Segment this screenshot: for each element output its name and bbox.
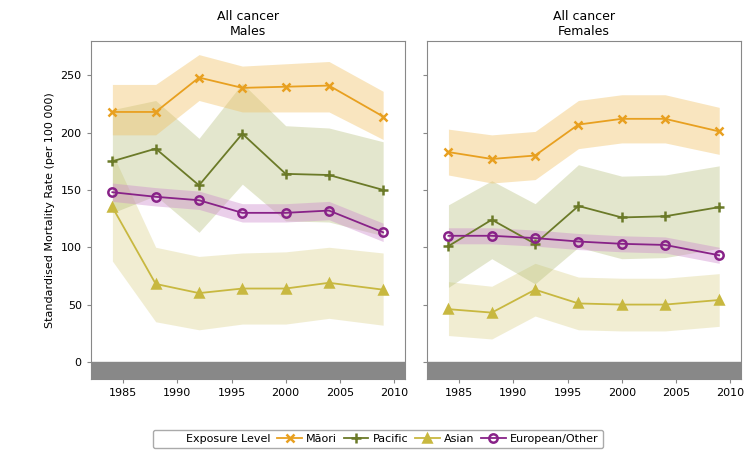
- Title: All cancer
Males: All cancer Males: [217, 10, 279, 38]
- Y-axis label: Standardised Mortality Rate (per 100 000): Standardised Mortality Rate (per 100 000…: [45, 92, 55, 328]
- Bar: [427, 362, 741, 379]
- Text: Year: Year: [364, 439, 392, 453]
- Bar: [91, 362, 404, 379]
- Legend: Exposure Level, Māori, Pacific, Asian, European/Other: Exposure Level, Māori, Pacific, Asian, E…: [153, 429, 603, 449]
- Title: All cancer
Females: All cancer Females: [553, 10, 615, 38]
